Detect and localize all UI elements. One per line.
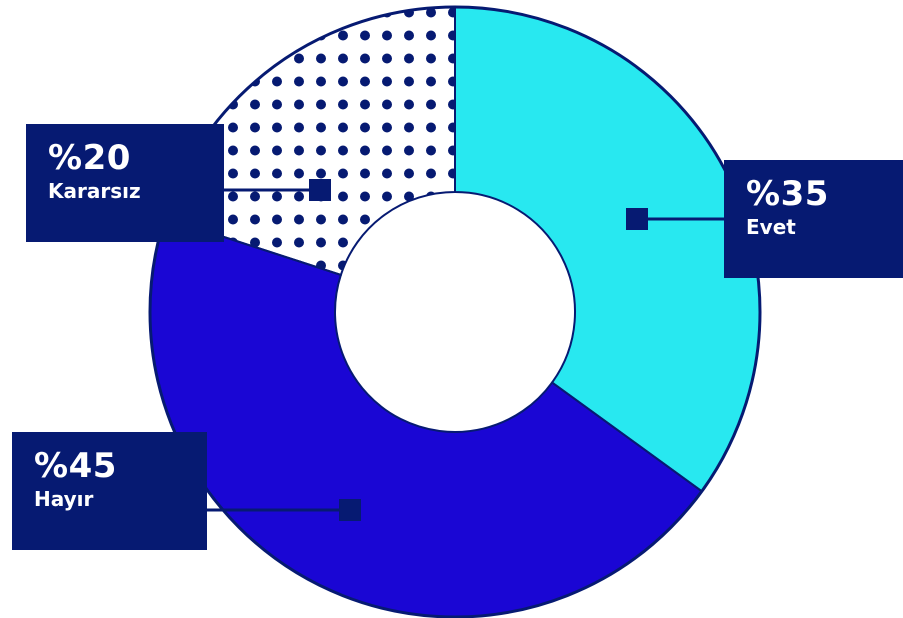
label-kararsiz-name: Kararsız	[48, 179, 141, 203]
connector-kararsiz-marker	[309, 179, 331, 201]
label-evet-name: Evet	[746, 215, 796, 239]
label-evet-percent: %35	[746, 174, 829, 214]
donut-outline	[148, 5, 762, 618]
label-kararsiz: %20 Kararsız	[26, 124, 224, 242]
connector-hayir-marker	[339, 499, 361, 521]
connector-evet-marker	[626, 208, 648, 230]
label-kararsiz-percent: %20	[48, 138, 131, 178]
label-hayir-percent: %45	[34, 446, 117, 486]
label-hayir-name: Hayır	[34, 487, 94, 511]
label-hayir: %45 Hayır	[12, 432, 207, 550]
label-evet: %35 Evet	[724, 160, 903, 278]
